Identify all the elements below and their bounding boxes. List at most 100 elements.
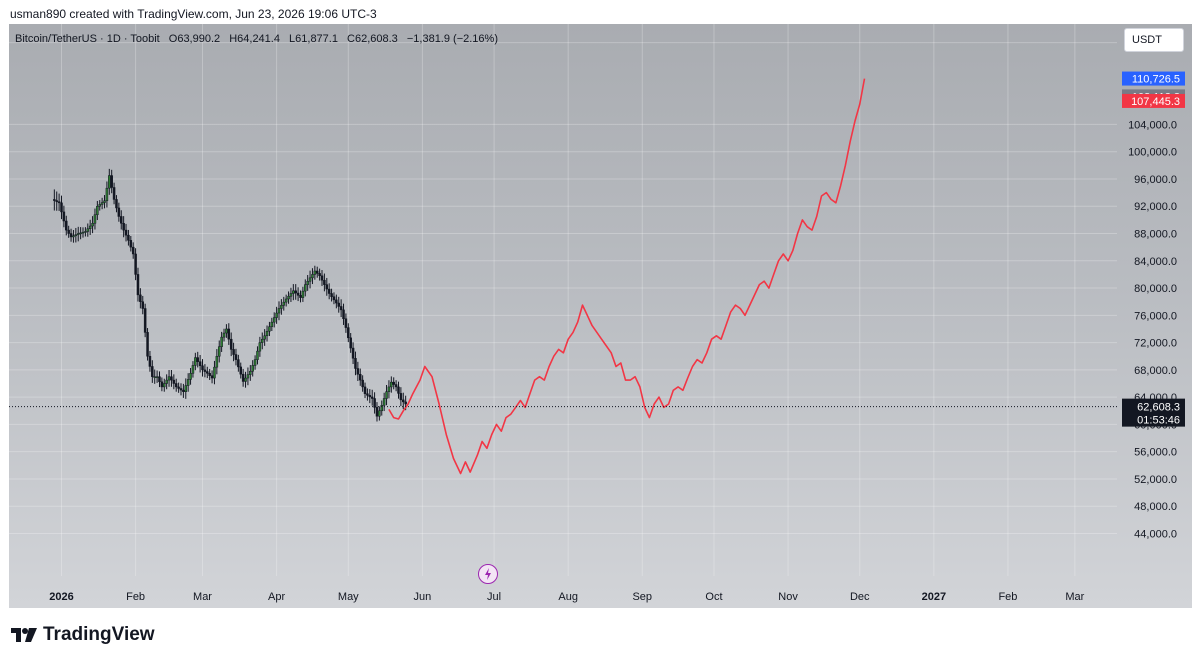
candle-body [373,398,376,408]
candle-body [91,223,94,227]
x-tick-label: 2026 [49,591,73,603]
candle-body [394,384,398,388]
candle-body [198,361,202,367]
y-tick-label: 44,000.0 [1134,529,1177,541]
y-tick-label: 92,000.0 [1134,201,1177,213]
candle-body [215,355,219,368]
candle-body [55,200,58,202]
open-value: O63,990.2 [168,33,221,45]
candle-body [308,277,312,282]
price-chart[interactable]: 116,000.0104,000.0100,000.096,000.092,00… [9,24,1192,608]
y-tick-label: 104,000.0 [1128,119,1177,131]
tv-logo-icon [11,628,37,642]
candle-body [325,284,329,290]
y-tick-label: 84,000.0 [1134,256,1177,268]
candle-body [253,359,257,366]
candle-body [249,370,252,375]
candle-body [227,328,231,340]
candle-body [402,399,405,403]
candle-body [370,396,374,399]
x-tick-label: Apr [268,591,285,603]
candle-body [146,332,149,357]
y-tick-label: 56,000.0 [1134,447,1177,459]
tradingview-logo[interactable]: TradingView [11,624,155,646]
candle-body [361,379,364,388]
candle-body [172,379,176,384]
candle-body [165,379,168,384]
x-tick-label: Dec [850,591,870,603]
candle-body [404,401,407,405]
candle-body [272,317,276,323]
y-tick-label: 52,000.0 [1134,474,1177,486]
candle-body [344,318,348,328]
candle-body [306,280,309,285]
y-tick-label: 48,000.0 [1134,501,1177,513]
candle-body [127,234,130,241]
chart-area[interactable]: 116,000.0104,000.0100,000.096,000.092,00… [9,24,1192,608]
x-tick-label: Sep [632,591,652,603]
candle-body [327,288,331,294]
close-value: C62,608.3 [347,33,398,45]
candle-body [67,229,70,234]
candle-body [143,308,147,333]
candle-body [108,175,111,189]
candle-body [69,233,73,238]
candle-body [385,391,388,399]
candle-body [74,234,78,237]
candle-body [65,220,68,231]
candle-body [265,330,269,337]
candle-body [359,374,362,381]
countdown-label: 01:53:46 [1137,415,1180,427]
candle-body [129,240,133,248]
candle-body [57,201,61,204]
last-price-label-bg [1122,398,1185,427]
candle-body [258,342,262,352]
candle-body [76,233,80,235]
price-label-bg [1122,93,1185,108]
candle-body [232,349,235,355]
currency-button[interactable]: USDT [1124,28,1184,52]
candle-body [100,202,104,205]
candle-body [139,294,142,302]
candle-body [163,383,166,388]
candle-body [296,292,300,296]
candle-body [103,200,106,203]
candle-body [239,366,242,375]
candle-body [110,175,113,188]
candle-body [134,253,137,275]
high-value: H64,241.4 [229,33,280,45]
candle-body [280,305,283,309]
candle-body [292,290,295,294]
candle-body [399,393,403,401]
candle-body [339,306,343,311]
candle-body [194,357,197,366]
candle-body [337,302,340,307]
x-tick-label: May [338,591,359,603]
candle-body [184,385,188,392]
candle-body [115,199,118,209]
x-tick-label: Feb [126,591,145,603]
candle-body [356,368,360,375]
candle-body [315,270,319,274]
candle-body [277,308,281,314]
candle-body [304,284,307,292]
candle-body [313,270,317,275]
candle-body [141,301,145,309]
y-tick-label: 68,000.0 [1134,365,1177,377]
candle-body [201,365,204,371]
candle-body [287,295,290,300]
candle-body [261,338,264,343]
candle-body [96,205,99,216]
candle-body [246,374,250,379]
lightning-icon[interactable] [478,564,498,584]
y-tick-label: 100,000.0 [1128,147,1177,159]
symbol-info: Bitcoin/TetherUS · 1D · Toobit O63,990.2… [15,33,504,45]
candle-body [186,379,190,386]
price-label-bg [1122,71,1185,86]
candle-body [160,381,164,388]
candle-body [53,199,56,201]
candle-body [342,309,345,319]
candle-body [88,225,92,229]
candle-body [62,211,66,222]
candle-body [335,299,338,304]
